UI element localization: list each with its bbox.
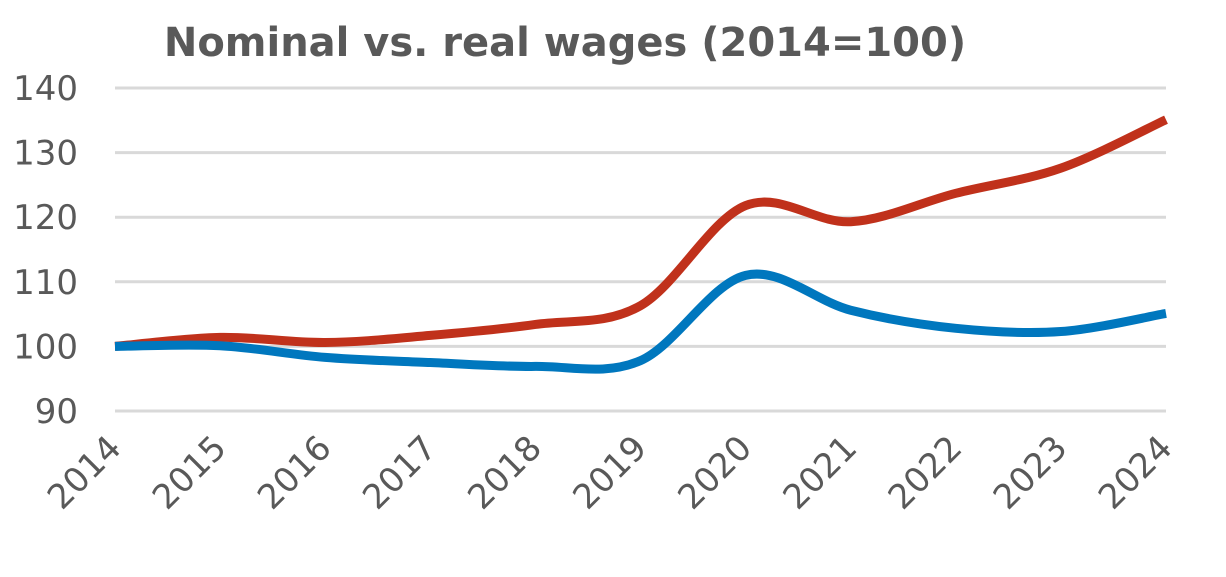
x-tick-label: 2016 (250, 428, 339, 517)
x-tick-label: 2019 (565, 428, 654, 517)
x-tick-label: 2023 (986, 428, 1075, 517)
x-tick-label: 2020 (670, 428, 759, 517)
series-line-0 (114, 115, 1168, 351)
x-tick-label: 2017 (355, 428, 444, 517)
series-line-1 (114, 269, 1167, 374)
x-tick-label: 2024 (1091, 428, 1180, 517)
x-tick-label: 2014 (40, 428, 129, 517)
x-tick-label: 2015 (145, 428, 234, 517)
y-tick-label: 140 (13, 69, 78, 109)
y-tick-label: 90 (35, 392, 78, 432)
y-tick-label: 110 (13, 263, 78, 303)
y-tick-label: 100 (13, 327, 78, 367)
y-tick-label: 130 (13, 134, 78, 174)
x-tick-label: 2018 (460, 428, 549, 517)
chart-title: Nominal vs. real wages (2014=100) (164, 20, 966, 66)
x-tick-label: 2022 (881, 428, 970, 517)
x-tick-label: 2021 (776, 428, 865, 517)
y-tick-label: 120 (13, 198, 78, 238)
